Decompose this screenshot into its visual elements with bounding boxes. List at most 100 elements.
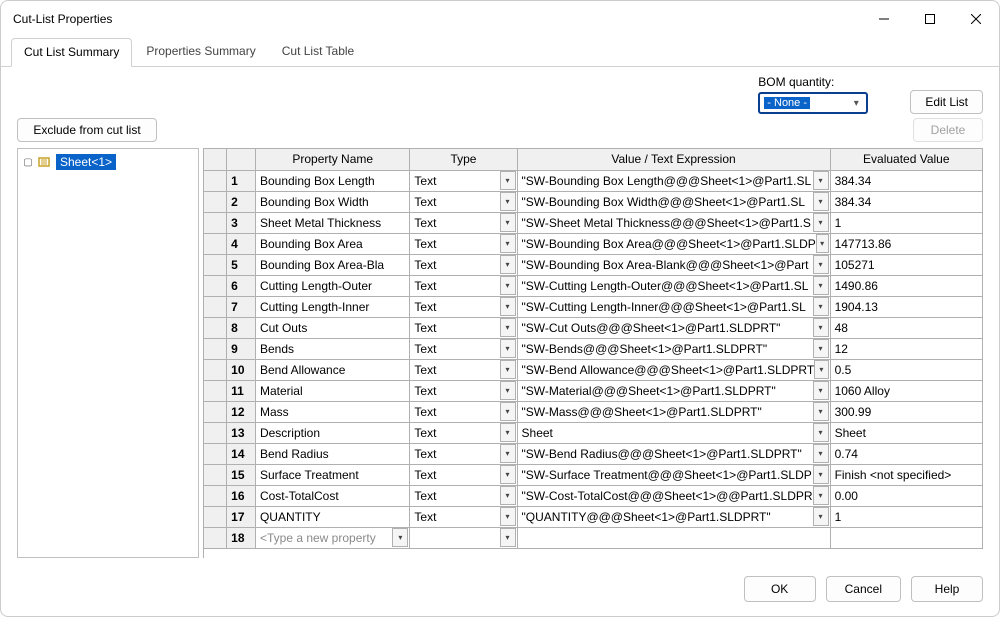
dropdown-button[interactable]: ▾: [813, 444, 829, 463]
cell-type[interactable]: Text▾: [410, 485, 517, 506]
tab-properties-summary[interactable]: Properties Summary: [134, 38, 267, 67]
tab-cut-list-table[interactable]: Cut List Table: [270, 38, 367, 67]
row-number[interactable]: 9: [227, 338, 256, 359]
dropdown-button[interactable]: ▾: [500, 276, 516, 295]
table-row[interactable]: 2Bounding Box WidthText▾"SW-Bounding Box…: [204, 191, 983, 212]
table-row[interactable]: 6Cutting Length-OuterText▾"SW-Cutting Le…: [204, 275, 983, 296]
table-row[interactable]: 16Cost-TotalCostText▾"SW-Cost-TotalCost@…: [204, 485, 983, 506]
dropdown-button[interactable]: ▾: [500, 465, 516, 484]
table-row[interactable]: 11MaterialText▾"SW-Material@@@Sheet<1>@P…: [204, 380, 983, 401]
cell-value[interactable]: Sheet▾: [517, 422, 830, 443]
cell-evaluated[interactable]: 0.5: [830, 359, 982, 380]
cell-property-name[interactable]: Bounding Box Area: [255, 233, 409, 254]
corner-cell[interactable]: [204, 149, 227, 170]
dropdown-button[interactable]: ▾: [500, 339, 516, 358]
cell-type[interactable]: Text▾: [410, 275, 517, 296]
dropdown-button[interactable]: ▾: [813, 486, 829, 505]
dropdown-button[interactable]: ▾: [813, 192, 829, 211]
cell-type[interactable]: Text▾: [410, 191, 517, 212]
cell-value[interactable]: "SW-Material@@@Sheet<1>@Part1.SLDPRT"▾: [517, 380, 830, 401]
cell-value[interactable]: "SW-Bends@@@Sheet<1>@Part1.SLDPRT"▾: [517, 338, 830, 359]
dropdown-button[interactable]: ▾: [500, 528, 516, 547]
cell-value[interactable]: "SW-Sheet Metal Thickness@@@Sheet<1>@Par…: [517, 212, 830, 233]
row-number[interactable]: 16: [227, 485, 256, 506]
row-number[interactable]: 3: [227, 212, 256, 233]
row-number[interactable]: 15: [227, 464, 256, 485]
row-number[interactable]: 1: [227, 170, 256, 191]
help-button[interactable]: Help: [911, 576, 983, 602]
delete-button[interactable]: Delete: [913, 118, 983, 142]
row-selector[interactable]: [204, 170, 227, 191]
dropdown-button[interactable]: ▾: [500, 360, 516, 379]
dropdown-button[interactable]: ▾: [500, 192, 516, 211]
row-selector[interactable]: [204, 212, 227, 233]
cell-evaluated[interactable]: 0.00: [830, 485, 982, 506]
cell-type[interactable]: Text▾: [410, 212, 517, 233]
table-row[interactable]: 8Cut OutsText▾"SW-Cut Outs@@@Sheet<1>@Pa…: [204, 317, 983, 338]
row-selector[interactable]: [204, 338, 227, 359]
cell-property-name[interactable]: Bend Radius: [255, 443, 409, 464]
row-selector[interactable]: [204, 380, 227, 401]
col-header-value[interactable]: Value / Text Expression: [517, 149, 830, 170]
dropdown-button[interactable]: ▾: [813, 297, 829, 316]
row-selector[interactable]: [204, 317, 227, 338]
row-number[interactable]: 11: [227, 380, 256, 401]
cell-evaluated[interactable]: Sheet: [830, 422, 982, 443]
col-header-property-name[interactable]: Property Name: [255, 149, 409, 170]
row-number-header[interactable]: [227, 149, 256, 170]
row-selector[interactable]: [204, 506, 227, 527]
dropdown-button[interactable]: ▾: [813, 213, 829, 232]
row-selector[interactable]: [204, 254, 227, 275]
cell-evaluated[interactable]: 300.99: [830, 401, 982, 422]
table-row[interactable]: 14Bend RadiusText▾"SW-Bend Radius@@@Shee…: [204, 443, 983, 464]
cell-property-name[interactable]: Mass: [255, 401, 409, 422]
tab-cut-list-summary[interactable]: Cut List Summary: [11, 38, 132, 67]
dropdown-button[interactable]: ▾: [816, 234, 829, 253]
cell-value[interactable]: "SW-Bounding Box Area@@@Sheet<1>@Part1.S…: [517, 233, 830, 254]
close-button[interactable]: [953, 3, 999, 35]
cell-property-name[interactable]: Cutting Length-Outer: [255, 275, 409, 296]
dropdown-button[interactable]: ▾: [814, 360, 828, 379]
cell-evaluated[interactable]: 105271: [830, 254, 982, 275]
row-number[interactable]: 17: [227, 506, 256, 527]
dropdown-button[interactable]: ▾: [813, 402, 829, 421]
dropdown-button[interactable]: ▾: [500, 507, 516, 526]
table-row[interactable]: 3Sheet Metal ThicknessText▾"SW-Sheet Met…: [204, 212, 983, 233]
cell-value[interactable]: "SW-Mass@@@Sheet<1>@Part1.SLDPRT"▾: [517, 401, 830, 422]
tree-pane[interactable]: ▢ Sheet<1>: [17, 148, 199, 558]
cell-property-name[interactable]: Bounding Box Area-Bla: [255, 254, 409, 275]
dropdown-button[interactable]: ▾: [813, 318, 829, 337]
cell-value[interactable]: "SW-Cost-TotalCost@@@Sheet<1>@@Part1.SLD…: [517, 485, 830, 506]
tree-collapse-icon[interactable]: ▢: [22, 157, 34, 168]
minimize-button[interactable]: [861, 3, 907, 35]
cell-property-name[interactable]: Bend Allowance: [255, 359, 409, 380]
cell-property-name[interactable]: Surface Treatment: [255, 464, 409, 485]
dropdown-button[interactable]: ▾: [392, 528, 408, 547]
cell-value[interactable]: "SW-Bounding Box Width@@@Sheet<1>@Part1.…: [517, 191, 830, 212]
cell-value[interactable]: [517, 527, 830, 548]
dropdown-button[interactable]: ▾: [813, 171, 829, 190]
cell-evaluated[interactable]: 1490.86: [830, 275, 982, 296]
ok-button[interactable]: OK: [744, 576, 816, 602]
cell-type[interactable]: Text▾: [410, 506, 517, 527]
cell-property-name[interactable]: Bounding Box Width: [255, 191, 409, 212]
table-row[interactable]: 12MassText▾"SW-Mass@@@Sheet<1>@Part1.SLD…: [204, 401, 983, 422]
row-selector[interactable]: [204, 443, 227, 464]
dropdown-button[interactable]: ▾: [500, 318, 516, 337]
property-grid[interactable]: Property Name Type Value / Text Expressi…: [203, 148, 983, 558]
dropdown-button[interactable]: ▾: [500, 402, 516, 421]
col-header-evaluated[interactable]: Evaluated Value: [830, 149, 982, 170]
row-selector[interactable]: [204, 191, 227, 212]
bom-quantity-select[interactable]: - None - ▾: [758, 92, 868, 114]
cell-evaluated[interactable]: 1: [830, 506, 982, 527]
cell-evaluated[interactable]: 384.34: [830, 170, 982, 191]
cell-evaluated[interactable]: 12: [830, 338, 982, 359]
cell-type[interactable]: Text▾: [410, 254, 517, 275]
dropdown-button[interactable]: ▾: [813, 507, 829, 526]
table-row[interactable]: 10Bend AllowanceText▾"SW-Bend Allowance@…: [204, 359, 983, 380]
cell-property-name[interactable]: Cut Outs: [255, 317, 409, 338]
row-number[interactable]: 6: [227, 275, 256, 296]
dropdown-button[interactable]: ▾: [813, 381, 829, 400]
row-number[interactable]: 12: [227, 401, 256, 422]
row-number[interactable]: 7: [227, 296, 256, 317]
